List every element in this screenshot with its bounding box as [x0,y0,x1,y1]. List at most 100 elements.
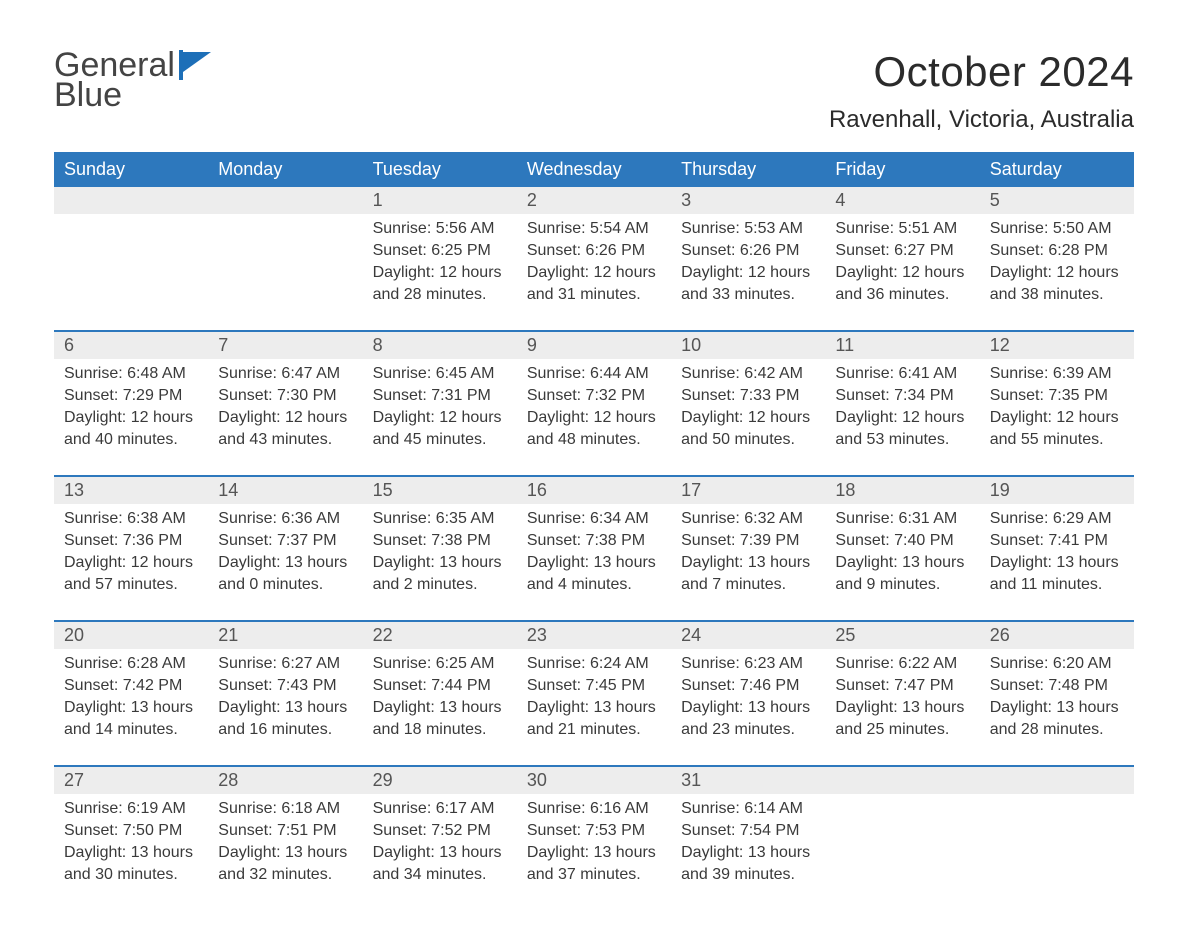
sunrise-line: Sunrise: 6:36 AM [218,508,352,530]
day-details: Sunrise: 6:22 AMSunset: 7:47 PMDaylight:… [825,649,979,741]
title-block: October 2024 Ravenhall, Victoria, Austra… [829,48,1134,134]
sunrise-line: Sunrise: 6:24 AM [527,653,661,675]
dayname-header: Saturday [980,152,1134,187]
sunrise-line: Sunrise: 6:39 AM [990,363,1124,385]
daylight-line: Daylight: 12 hours and 33 minutes. [681,262,815,306]
calendar-day-cell: 24Sunrise: 6:23 AMSunset: 7:46 PMDayligh… [671,621,825,766]
sunset-line: Sunset: 7:44 PM [373,675,507,697]
day-number: 11 [825,332,979,359]
calendar-table: SundayMondayTuesdayWednesdayThursdayFrid… [54,152,1134,910]
calendar-day-cell: 9Sunrise: 6:44 AMSunset: 7:32 PMDaylight… [517,331,671,476]
sunrise-line: Sunrise: 6:18 AM [218,798,352,820]
day-details: Sunrise: 5:54 AMSunset: 6:26 PMDaylight:… [517,214,671,306]
sunset-line: Sunset: 6:26 PM [527,240,661,262]
calendar-day-cell: 8Sunrise: 6:45 AMSunset: 7:31 PMDaylight… [363,331,517,476]
day-number: 14 [208,477,362,504]
sunrise-line: Sunrise: 6:22 AM [835,653,969,675]
day-details: Sunrise: 6:48 AMSunset: 7:29 PMDaylight:… [54,359,208,451]
calendar-day-cell: 5Sunrise: 5:50 AMSunset: 6:28 PMDaylight… [980,187,1134,331]
daylight-line: Daylight: 12 hours and 55 minutes. [990,407,1124,451]
day-number: 29 [363,767,517,794]
day-details: Sunrise: 6:18 AMSunset: 7:51 PMDaylight:… [208,794,362,886]
day-details: Sunrise: 6:16 AMSunset: 7:53 PMDaylight:… [517,794,671,886]
sunset-line: Sunset: 6:28 PM [990,240,1124,262]
daylight-line: Daylight: 13 hours and 34 minutes. [373,842,507,886]
day-number: 5 [980,187,1134,214]
sunset-line: Sunset: 7:32 PM [527,385,661,407]
daylight-line: Daylight: 13 hours and 39 minutes. [681,842,815,886]
day-details: Sunrise: 6:47 AMSunset: 7:30 PMDaylight:… [208,359,362,451]
day-number: 19 [980,477,1134,504]
day-number: 27 [54,767,208,794]
sunset-line: Sunset: 7:36 PM [64,530,198,552]
calendar-day-cell: 18Sunrise: 6:31 AMSunset: 7:40 PMDayligh… [825,476,979,621]
sunrise-line: Sunrise: 6:17 AM [373,798,507,820]
sunrise-line: Sunrise: 6:25 AM [373,653,507,675]
daylight-line: Daylight: 13 hours and 7 minutes. [681,552,815,596]
calendar-day-cell: 28Sunrise: 6:18 AMSunset: 7:51 PMDayligh… [208,766,362,910]
day-number: 8 [363,332,517,359]
day-number: 18 [825,477,979,504]
sunset-line: Sunset: 7:33 PM [681,385,815,407]
day-number-empty [980,767,1134,794]
calendar-day-cell: 15 Sunrise: 6:35 AMSunset: 7:38 PMDayligh… [363,476,517,621]
sunrise-line: Sunrise: 5:53 AM [681,218,815,240]
day-details: Sunrise: 6:20 AMSunset: 7:48 PMDaylight:… [980,649,1134,741]
calendar-day-cell: 25Sunrise: 6:22 AMSunset: 7:47 PMDayligh… [825,621,979,766]
sunset-line: Sunset: 7:34 PM [835,385,969,407]
sunset-line: Sunset: 7:48 PM [990,675,1124,697]
dayname-header: Friday [825,152,979,187]
logo: General Blue [54,48,215,112]
daylight-line: Daylight: 13 hours and 25 minutes. [835,697,969,741]
calendar-day-cell: 21Sunrise: 6:27 AMSunset: 7:43 PMDayligh… [208,621,362,766]
daylight-line: Daylight: 13 hours and 11 minutes. [990,552,1124,596]
day-details: Sunrise: 6:45 AMSunset: 7:31 PMDaylight:… [363,359,517,451]
sunset-line: Sunset: 7:41 PM [990,530,1124,552]
calendar-day-cell: 17Sunrise: 6:32 AMSunset: 7:39 PMDayligh… [671,476,825,621]
sunrise-line: Sunrise: 6:44 AM [527,363,661,385]
sunrise-line: Sunrise: 5:54 AM [527,218,661,240]
day-details: Sunrise: 6:38 AMSunset: 7:36 PMDaylight:… [54,504,208,596]
daylight-line: Daylight: 13 hours and 37 minutes. [527,842,661,886]
sunrise-line: Sunrise: 5:50 AM [990,218,1124,240]
calendar-week-row: 27Sunrise: 6:19 AMSunset: 7:50 PMDayligh… [54,766,1134,910]
day-details: Sunrise: 6:14 AMSunset: 7:54 PMDaylight:… [671,794,825,886]
header: General Blue October 2024 Ravenhall, Vic… [54,48,1134,134]
day-details: Sunrise: 6:23 AMSunset: 7:46 PMDaylight:… [671,649,825,741]
day-details: Sunrise: 6:41 AMSunset: 7:34 PMDaylight:… [825,359,979,451]
sunset-line: Sunset: 7:38 PM [527,530,661,552]
calendar-day-cell: 29 Sunrise: 6:17 AMSunset: 7:52 PMDayligh… [363,766,517,910]
dayname-header: Sunday [54,152,208,187]
day-number: 13 [54,477,208,504]
sunset-line: Sunset: 7:52 PM [373,820,507,842]
sunrise-line: Sunrise: 6:31 AM [835,508,969,530]
daylight-line: Daylight: 12 hours and 45 minutes. [373,407,507,451]
day-details: Sunrise: 6:27 AMSunset: 7:43 PMDaylight:… [208,649,362,741]
day-details: Sunrise: 6:29 AMSunset: 7:41 PMDaylight:… [980,504,1134,596]
calendar-day-cell: 13Sunrise: 6:38 AMSunset: 7:36 PMDayligh… [54,476,208,621]
sunrise-line: Sunrise: 6:14 AM [681,798,815,820]
sunrise-line: Sunrise: 6:28 AM [64,653,198,675]
sunrise-line: Sunrise: 5:56 AM [373,218,507,240]
sunset-line: Sunset: 7:46 PM [681,675,815,697]
month-title: October 2024 [829,48,1134,96]
daylight-line: Daylight: 13 hours and 18 minutes. [373,697,507,741]
daylight-line: Daylight: 12 hours and 50 minutes. [681,407,815,451]
sunset-line: Sunset: 7:39 PM [681,530,815,552]
calendar-day-cell: 19Sunrise: 6:29 AMSunset: 7:41 PMDayligh… [980,476,1134,621]
day-number: 26 [980,622,1134,649]
sunrise-line: Sunrise: 6:41 AM [835,363,969,385]
day-number: 15 [363,477,517,504]
calendar-week-row: 6Sunrise: 6:48 AMSunset: 7:29 PMDaylight… [54,331,1134,476]
daylight-line: Daylight: 13 hours and 2 minutes. [373,552,507,596]
day-number: 22 [363,622,517,649]
sunset-line: Sunset: 7:38 PM [373,530,507,552]
calendar-day-cell: 16Sunrise: 6:34 AMSunset: 7:38 PMDayligh… [517,476,671,621]
day-details: Sunrise: 5:51 AMSunset: 6:27 PMDaylight:… [825,214,979,306]
calendar-empty-cell [54,187,208,331]
sunrise-line: Sunrise: 6:48 AM [64,363,198,385]
day-number: 1 [363,187,517,214]
calendar-day-cell: 7Sunrise: 6:47 AMSunset: 7:30 PMDaylight… [208,331,362,476]
day-number: 2 [517,187,671,214]
sunrise-line: Sunrise: 6:35 AM [373,508,507,530]
